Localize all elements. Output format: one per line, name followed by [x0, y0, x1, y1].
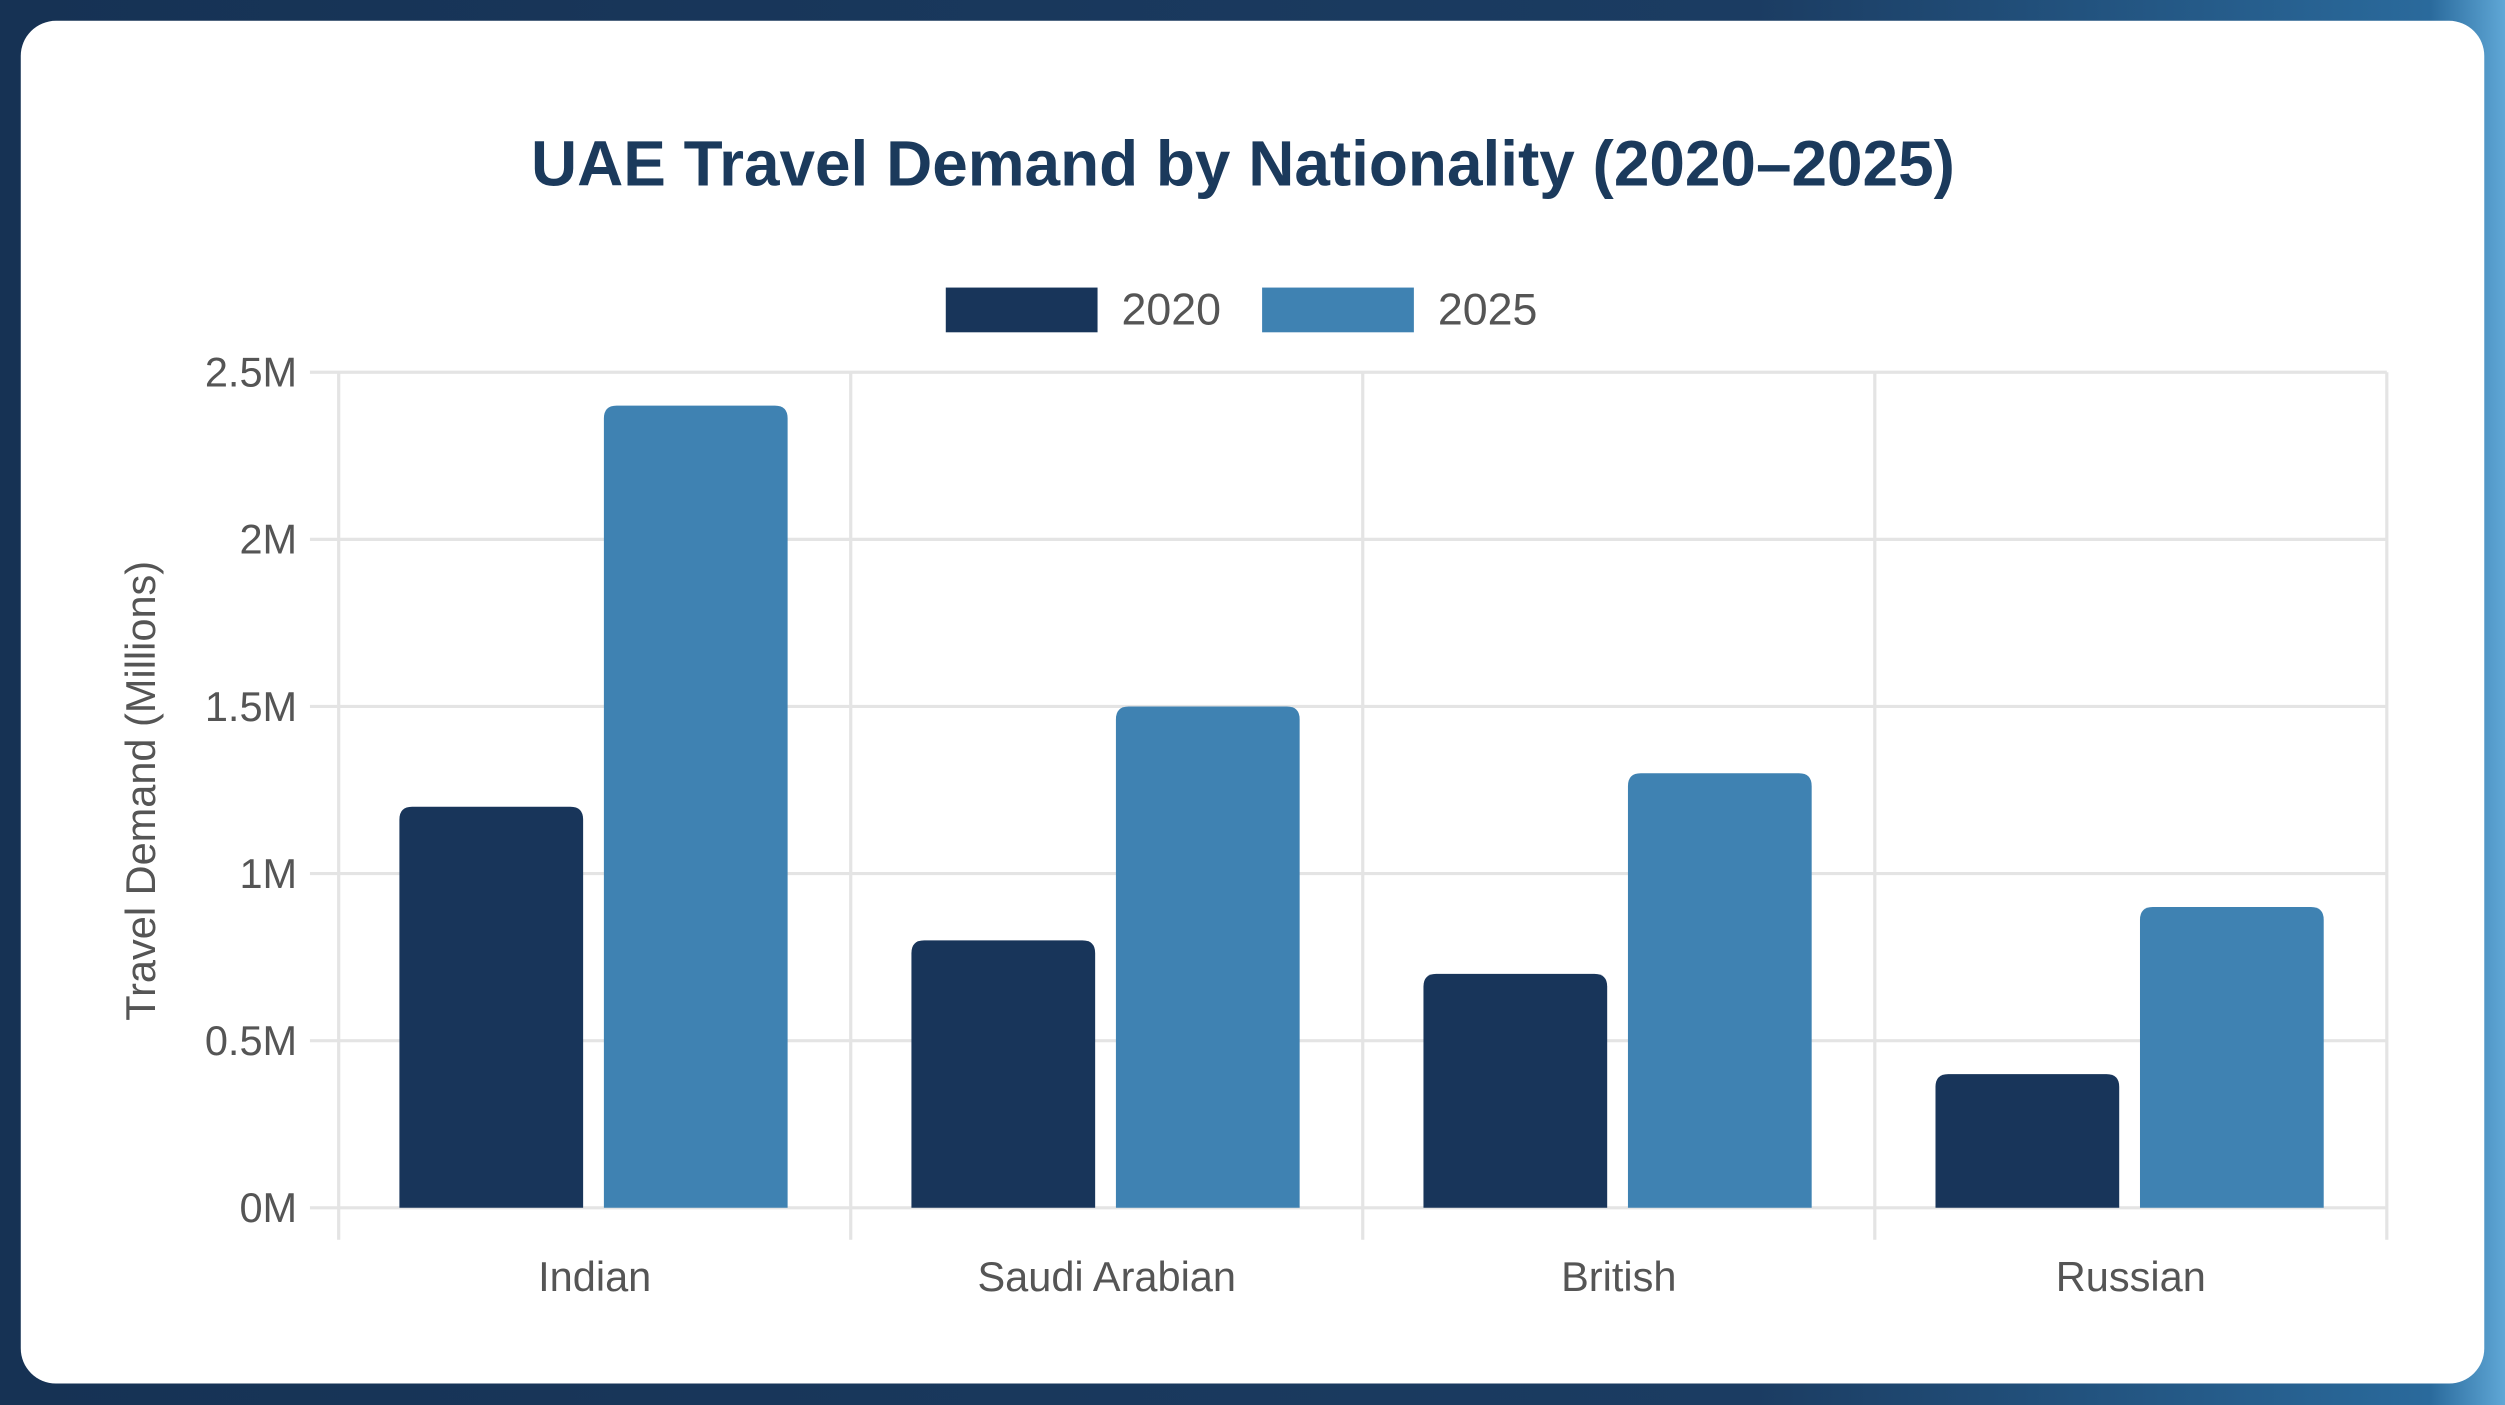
y-tick-label: 0.5M — [205, 1017, 297, 1064]
bar-british-2020 — [1423, 973, 1608, 1208]
x-tick-label: Indian — [538, 1253, 651, 1300]
y-tick-label: 0M — [239, 1184, 297, 1231]
y-tick-label: 2M — [239, 516, 297, 563]
bar-russian-2025 — [2139, 906, 2324, 1208]
legend-label-2020: 2020 — [1122, 285, 1221, 334]
legend: 2020 2025 — [945, 285, 1537, 334]
axis-labels: 0M 0.5M 1M 1.5M 2M 2.5M Indian Saudi Arabian Bri… — [205, 349, 2206, 1300]
bar-saudi-arabian-2020 — [911, 940, 1096, 1208]
legend-swatch-2025 — [1262, 287, 1414, 333]
x-tick-label: Saudi Arabian — [977, 1253, 1236, 1300]
y-tick-label: 1.5M — [205, 683, 297, 730]
y-tick-label: 2.5M — [205, 349, 297, 396]
y-axis-label: Travel Demand (Millions) — [117, 561, 164, 1021]
bar-indian-2025 — [603, 405, 788, 1208]
bars — [399, 405, 2324, 1208]
x-tick-label: Russian — [2056, 1253, 2206, 1300]
y-tick-label: 1M — [239, 850, 297, 897]
bar-indian-2020 — [399, 806, 584, 1208]
bar-british-2025 — [1627, 773, 1812, 1208]
legend-label-2025: 2025 — [1438, 285, 1537, 334]
chart-title: UAE Travel Demand by Nationality (2020–2… — [531, 127, 1955, 199]
legend-swatch-2020 — [945, 287, 1098, 333]
x-tick-label: British — [1561, 1253, 1676, 1300]
bar-russian-2020 — [1935, 1074, 2120, 1208]
bar-saudi-arabian-2025 — [1115, 706, 1300, 1208]
